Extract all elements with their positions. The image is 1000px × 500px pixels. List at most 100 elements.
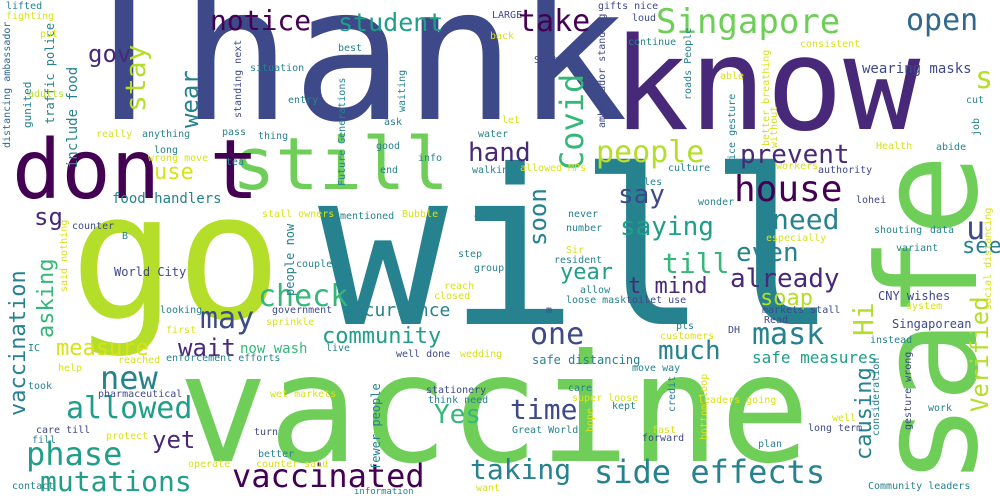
word-wet-markets: wet markets [270, 389, 337, 400]
word-year: year [560, 260, 613, 285]
word-much: much [658, 336, 721, 366]
word-m: m [546, 305, 553, 316]
word-closed: closed [434, 291, 471, 302]
word-long-term: long term [808, 423, 863, 434]
word-fighting: fighting [6, 11, 55, 22]
word-workers: workers [776, 161, 819, 172]
word-resident: resident [554, 255, 603, 266]
word-continue: continue [628, 37, 677, 48]
word-will: will [318, 124, 839, 375]
word-instead: instead [870, 335, 913, 346]
word-new: new [100, 359, 158, 397]
word-yet: yet [152, 426, 196, 454]
word-fill: fill [32, 435, 57, 446]
word-dh: DH [728, 325, 741, 336]
word-u: u [966, 209, 986, 247]
word-notice: notice [210, 4, 312, 37]
word-soon: soon [524, 188, 552, 246]
word-roads-people: roads People [683, 27, 694, 100]
word-soap: soap [760, 286, 813, 311]
word-thing: thing [258, 131, 289, 142]
word-think-need: think need [428, 395, 489, 406]
word-system: system [906, 301, 943, 312]
word-culture: culture [668, 163, 711, 174]
word-phase: phase [26, 435, 123, 473]
word-world-city: World City [114, 265, 187, 279]
word-house: house [734, 169, 843, 210]
word-pass: pass [222, 127, 247, 138]
word-sir: Sir [566, 245, 585, 256]
word-care: care [568, 383, 593, 394]
word-gesture-wrong: gesture wrong [903, 351, 914, 430]
word-leaders-going: leaders going [698, 395, 777, 406]
word-wedding: wedding [460, 349, 503, 360]
word-include-food: include food [65, 66, 81, 168]
word-thank: Thank [68, 0, 628, 163]
word-hi: Hi [847, 302, 880, 336]
word-say: say [618, 180, 665, 210]
word-vaccination: vaccination [6, 270, 31, 416]
word-put: put [40, 29, 59, 40]
word-really: really [96, 129, 133, 140]
word-reach: reach [444, 281, 475, 292]
word-walking: walking [472, 165, 515, 176]
word-consistent: consistent [800, 39, 861, 50]
word-rules: rules [632, 177, 663, 188]
word-one: one [530, 317, 585, 352]
word-live: live [326, 343, 351, 354]
word-especially: especially [766, 233, 827, 244]
word-allow: allow [580, 285, 611, 296]
word-covid: Covid [553, 73, 591, 170]
word-see: see [962, 234, 1000, 259]
word-nice-gesture: nice gesture [727, 93, 738, 166]
word-want: want [476, 483, 501, 494]
word-health: Health [876, 141, 913, 152]
word-gov: gov [88, 40, 132, 68]
word-forward: forward [642, 433, 685, 444]
word-still: still [232, 122, 449, 206]
word-let: let [502, 115, 521, 126]
word-bubble: Bubble [402, 209, 439, 220]
word-even: even [736, 238, 799, 268]
word-customers: customers [660, 331, 715, 342]
word-public-toilet: public toilet [511, 212, 525, 306]
word-turn: turn [254, 427, 279, 438]
word-wait: wait [178, 334, 236, 362]
word-ic: IC [28, 343, 41, 354]
word-pharmaceutical: pharmaceutical [98, 389, 183, 400]
word-tea: tea [226, 157, 245, 168]
word-vaccine: vaccine [178, 323, 811, 497]
word-counter: counter [72, 221, 115, 232]
word-well: well [832, 413, 857, 424]
word-time: time [510, 393, 578, 426]
word-government: government [272, 305, 333, 316]
word-people: people [596, 135, 705, 170]
word-gifts-nice: gifts nice [598, 1, 659, 12]
word-allowed-mps: allowed MPs [520, 163, 587, 174]
word-group: group [474, 263, 505, 274]
word-data: data [930, 225, 955, 236]
word-help: help [58, 363, 83, 374]
word-standing-next: standing next [233, 39, 244, 118]
word-south: South [534, 55, 565, 66]
word-plan: plan [758, 439, 783, 450]
word-wearing-masks: wearing masks [862, 61, 972, 77]
word-wrong-move: wrong move [148, 153, 209, 164]
word-social-distancing: social distancing [983, 207, 994, 310]
word-allowed: allowed [66, 391, 193, 426]
word-cut: cut [966, 95, 985, 106]
word-safe-measures: safe measures [752, 348, 878, 367]
word-sg: sg [34, 203, 63, 231]
word-toilet-use: toilet use [626, 295, 687, 306]
word-able: able [720, 71, 745, 82]
word-consideration: consideration [871, 357, 882, 436]
word-loose-mask: loose mask [566, 295, 627, 306]
word-large: LARGE [492, 10, 523, 21]
word-operate: operate [188, 459, 231, 470]
word-hand: hand [468, 138, 531, 168]
word-entry: entry [288, 95, 319, 106]
word-recurrence: recurrence [342, 300, 451, 321]
word-move-way: move way [632, 363, 681, 374]
word-first: first [166, 325, 197, 336]
